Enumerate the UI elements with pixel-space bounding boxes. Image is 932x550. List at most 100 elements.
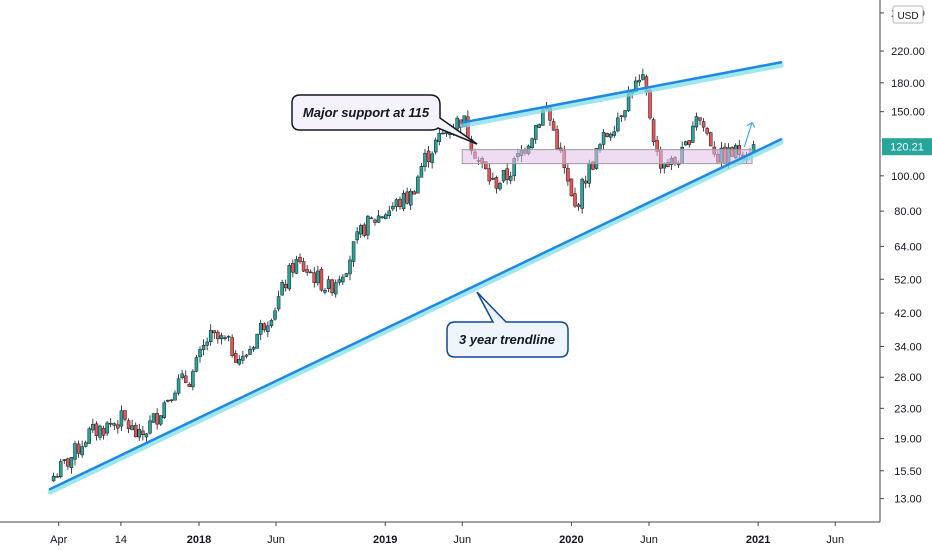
- candle-body: [444, 132, 449, 134]
- candle-body: [201, 345, 206, 350]
- candle-body: [233, 353, 238, 363]
- candle-body: [580, 178, 584, 209]
- candle-body: [455, 117, 459, 130]
- candle-body: [58, 461, 63, 478]
- candle-body: [608, 133, 613, 138]
- candle-body: [333, 282, 338, 295]
- last-price-badge: 120.21: [882, 138, 932, 156]
- candle-body: [430, 153, 434, 163]
- price-tick-label: 64.00: [894, 241, 922, 253]
- price-tick-label: 13.00: [894, 494, 922, 506]
- upper-trendline[interactable]: [460, 60, 783, 124]
- price-tick-label: 180.00: [891, 78, 925, 90]
- candle-body: [105, 422, 109, 434]
- candle-body: [337, 279, 342, 283]
- candle-body: [362, 224, 367, 236]
- support-callout-bubble: [291, 94, 478, 145]
- candle-body: [687, 140, 692, 145]
- candle-body: [266, 325, 270, 332]
- candle-body: [176, 378, 181, 394]
- candle-body: [373, 219, 377, 223]
- candle-body: [494, 177, 499, 189]
- time-tick-label: Jun: [453, 534, 471, 546]
- candle-body: [151, 413, 156, 423]
- price-tick-label: 42.00: [894, 308, 922, 320]
- candle-body: [148, 420, 152, 434]
- candle-body: [398, 198, 402, 208]
- candle-body: [616, 117, 620, 132]
- candle-body: [255, 333, 259, 349]
- candle-body: [569, 178, 574, 197]
- candle-body: [380, 216, 384, 219]
- candle-body: [437, 132, 442, 142]
- last-price-label: 120.21: [890, 142, 924, 154]
- candle-body: [491, 178, 495, 180]
- candle-body: [62, 459, 67, 461]
- candle-body: [287, 265, 292, 290]
- candle-body: [401, 192, 406, 209]
- candle-body: [605, 133, 609, 137]
- candle-body: [223, 337, 227, 339]
- time-tick-label: 14: [115, 534, 127, 546]
- candle-body: [405, 191, 409, 204]
- time-tick-label: 2021: [746, 534, 770, 546]
- support-callout: Major support at 115: [291, 94, 478, 145]
- candle-body: [383, 214, 388, 219]
- candle-body: [623, 110, 627, 118]
- candle-body: [273, 310, 277, 320]
- candle-body: [291, 263, 295, 273]
- time-tick-label: Jun: [640, 534, 658, 546]
- candle-body: [123, 410, 127, 420]
- candle-body: [316, 270, 320, 284]
- trendline-callout-text: 3 year trendline: [459, 332, 555, 347]
- candle-body: [683, 141, 688, 146]
- candle-body: [98, 425, 102, 438]
- price-tick-label: 19.00: [894, 434, 922, 446]
- candle-body: [248, 348, 252, 355]
- candle-body: [326, 279, 331, 289]
- candle-body: [208, 330, 213, 342]
- support-callout-text: Major support at 115: [303, 105, 430, 120]
- candle-body: [301, 261, 306, 272]
- candle-body: [126, 420, 131, 430]
- price-tick-label: 15.50: [894, 466, 922, 478]
- candle-body: [319, 268, 324, 291]
- candle-body: [387, 210, 392, 216]
- candle-body: [423, 152, 427, 167]
- candle-body: [576, 204, 581, 207]
- candle-body: [662, 163, 667, 169]
- candle-body: [637, 79, 642, 83]
- candle-body: [426, 150, 431, 162]
- candle-body: [241, 356, 245, 361]
- time-axis[interactable]: Apr 14 2018 Jun 2019 Jun 2020 Jun 2021 Jun: [0, 521, 880, 546]
- trendline-glow: [47, 139, 784, 495]
- candle-body: [391, 206, 395, 210]
- candle-body: [341, 276, 345, 283]
- candle-body: [91, 424, 95, 431]
- candle-body: [376, 215, 381, 223]
- candle-body: [351, 241, 356, 262]
- candle-body: [323, 289, 327, 293]
- candle-body: [187, 383, 192, 387]
- candle-body: [566, 167, 570, 182]
- candle-body: [308, 271, 313, 274]
- candle-body: [158, 415, 163, 425]
- time-tick-label: Apr: [50, 534, 67, 546]
- candle-body: [612, 131, 617, 136]
- candle-body: [173, 392, 177, 401]
- candle-body: [133, 425, 138, 438]
- candle-body: [262, 323, 267, 331]
- candle-body: [276, 296, 281, 310]
- candle-body: [441, 132, 445, 135]
- candle-body: [369, 217, 374, 220]
- candle-body: [508, 175, 513, 181]
- candle-body: [573, 193, 577, 207]
- time-tick-label: 2020: [559, 534, 583, 546]
- three-year-trendline[interactable]: [48, 137, 783, 491]
- candle-body: [166, 400, 170, 402]
- breakout-arrow-head: [746, 121, 756, 128]
- candle-body: [708, 132, 713, 147]
- candle-body: [155, 413, 159, 425]
- price-tick-label: 52.00: [894, 274, 922, 286]
